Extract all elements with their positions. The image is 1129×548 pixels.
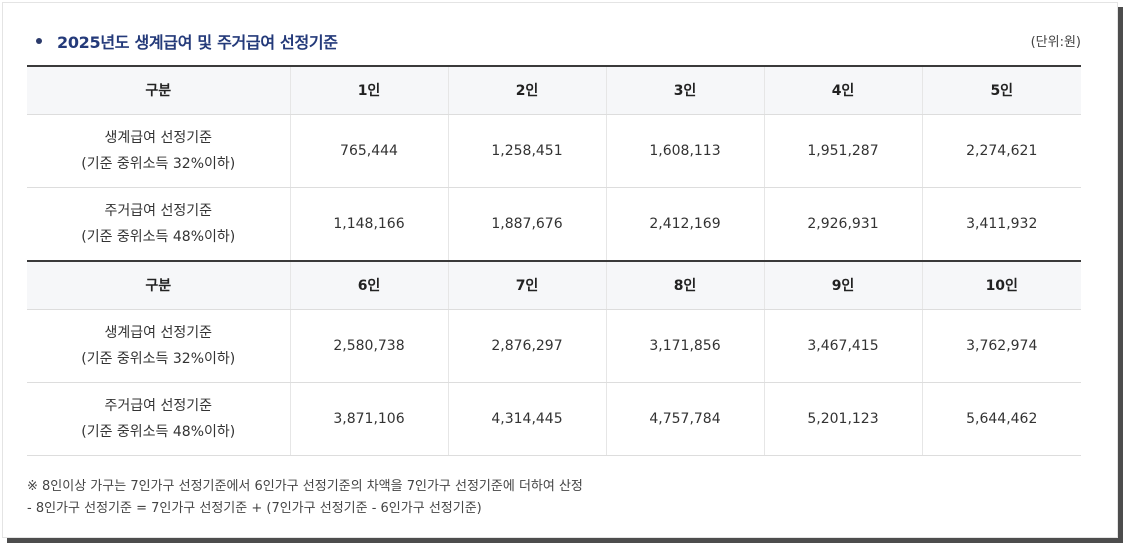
header-cell-2-person: 2인 — [447, 65, 606, 115]
header-cell-1-person: 1인 — [289, 65, 448, 115]
header-cell-3-person: 3인 — [605, 65, 764, 115]
value-cell: 4,757,784 — [605, 382, 764, 456]
value-cell: 765,444 — [289, 114, 448, 188]
value-cell: 1,887,676 — [447, 187, 606, 262]
table-row: 주거급여 선정기준 (기준 중위소득 48%이하) 1,148,166 1,88… — [27, 187, 1081, 262]
value-cell: 5,201,123 — [763, 382, 922, 456]
value-cell: 1,608,113 — [605, 114, 764, 188]
header-cell-10-person: 10인 — [921, 260, 1081, 310]
table-row: 생계급여 선정기준 (기준 중위소득 32%이하) 2,580,738 2,87… — [27, 309, 1081, 383]
footnotes: ※ 8인이상 가구는 7인가구 선정기준에서 6인가구 선정기준의 차액을 7인… — [27, 476, 583, 520]
value-cell: 2,876,297 — [447, 309, 606, 383]
bullet-icon — [36, 38, 42, 44]
value-cell: 2,580,738 — [289, 309, 448, 383]
row-label-title: 주거급여 선정기준 — [104, 398, 213, 414]
header-cell-7-person: 7인 — [447, 260, 606, 310]
value-cell: 2,274,621 — [921, 114, 1081, 188]
row-label-livelihood: 생계급여 선정기준 (기준 중위소득 32%이하) — [27, 309, 290, 383]
value-cell: 2,926,931 — [763, 187, 922, 262]
row-label-title: 생계급여 선정기준 — [104, 130, 213, 146]
footnote-line: - 8인가구 선정기준 = 7인가구 선정기준 + (7인가구 선정기준 - 6… — [27, 501, 482, 516]
header-cell-9-person: 9인 — [763, 260, 922, 310]
row-label-subtitle: (기준 중위소득 32%이하) — [81, 156, 236, 172]
table-row: 생계급여 선정기준 (기준 중위소득 32%이하) 765,444 1,258,… — [27, 114, 1081, 188]
row-label-housing: 주거급여 선정기준 (기준 중위소득 48%이하) — [27, 187, 290, 262]
value-cell: 3,871,106 — [289, 382, 448, 456]
value-cell: 1,951,287 — [763, 114, 922, 188]
row-label-livelihood: 생계급여 선정기준 (기준 중위소득 32%이하) — [27, 114, 290, 188]
header-cell-category: 구분 — [27, 260, 290, 310]
section-header: 2025년도 생계급여 및 주거급여 선정기준 (단위:원) — [27, 28, 1081, 54]
header-cell-4-person: 4인 — [763, 65, 922, 115]
row-label-title: 주거급여 선정기준 — [104, 203, 213, 219]
table-header-row: 구분 1인 2인 3인 4인 5인 — [27, 65, 1081, 115]
row-label-subtitle: (기준 중위소득 48%이하) — [81, 229, 236, 245]
header-cell-5-person: 5인 — [921, 65, 1081, 115]
row-label-subtitle: (기준 중위소득 32%이하) — [81, 351, 236, 367]
row-label-housing: 주거급여 선정기준 (기준 중위소득 48%이하) — [27, 382, 290, 456]
row-label-title: 생계급여 선정기준 — [104, 325, 213, 341]
value-cell: 3,762,974 — [921, 309, 1081, 383]
value-cell: 4,314,445 — [447, 382, 606, 456]
selection-criteria-table: 구분 1인 2인 3인 4인 5인 생계급여 선정기준 (기준 중위소득 32%… — [27, 65, 1081, 456]
table-header-row: 구분 6인 7인 8인 9인 10인 — [27, 260, 1081, 310]
value-cell: 1,258,451 — [447, 114, 606, 188]
header-cell-6-person: 6인 — [289, 260, 448, 310]
unit-label: (단위:원) — [1030, 35, 1081, 50]
footnote-line: ※ 8인이상 가구는 7인가구 선정기준에서 6인가구 선정기준의 차액을 7인… — [27, 479, 583, 494]
value-cell: 3,171,856 — [605, 309, 764, 383]
section-title: 2025년도 생계급여 및 주거급여 선정기준 — [57, 33, 338, 52]
row-label-subtitle: (기준 중위소득 48%이하) — [81, 424, 236, 440]
value-cell: 2,412,169 — [605, 187, 764, 262]
table-row: 주거급여 선정기준 (기준 중위소득 48%이하) 3,871,106 4,31… — [27, 382, 1081, 456]
value-cell: 3,467,415 — [763, 309, 922, 383]
value-cell: 1,148,166 — [289, 187, 448, 262]
header-cell-category: 구분 — [27, 65, 290, 115]
header-cell-8-person: 8인 — [605, 260, 764, 310]
value-cell: 5,644,462 — [921, 382, 1081, 456]
value-cell: 3,411,932 — [921, 187, 1081, 262]
